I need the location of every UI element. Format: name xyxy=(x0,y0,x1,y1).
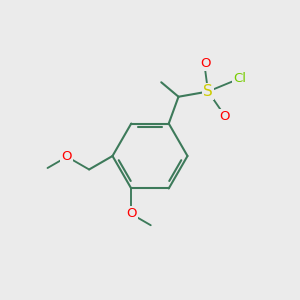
Text: Cl: Cl xyxy=(233,72,246,85)
Text: O: O xyxy=(200,57,210,70)
Text: O: O xyxy=(126,208,136,220)
Text: S: S xyxy=(203,84,213,99)
Text: O: O xyxy=(61,150,72,163)
Text: O: O xyxy=(219,110,230,123)
